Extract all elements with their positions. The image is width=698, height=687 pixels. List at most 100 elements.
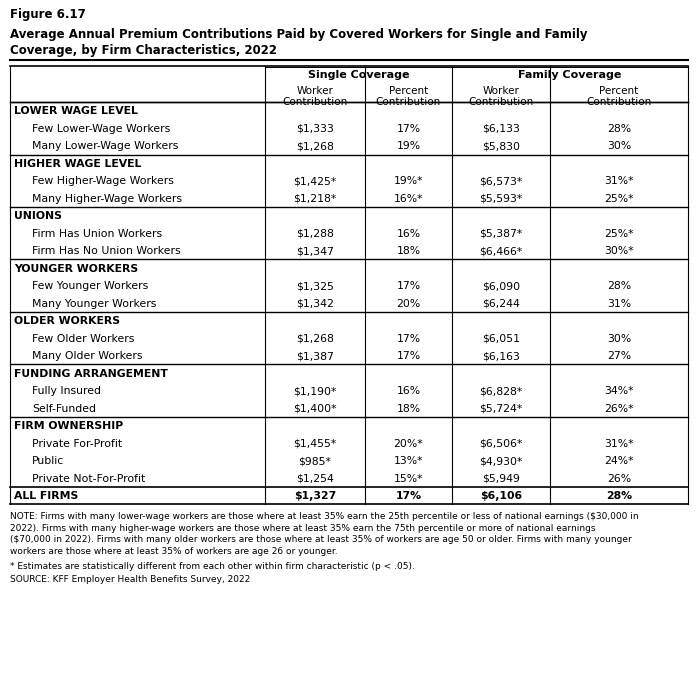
Text: ($70,000 in 2022). Firms with many older workers are those where at least 35% of: ($70,000 in 2022). Firms with many older… [10,535,632,545]
Text: 17%: 17% [396,351,421,361]
Text: $1,190*: $1,190* [293,386,336,396]
Text: $4,930*: $4,930* [480,456,523,466]
Text: $5,724*: $5,724* [480,403,523,414]
Text: Many Younger Workers: Many Younger Workers [32,299,156,308]
Text: 17%: 17% [396,281,421,291]
Text: $6,133: $6,133 [482,124,520,133]
Text: 27%: 27% [607,351,631,361]
Text: 24%*: 24%* [604,456,634,466]
Text: Self-Funded: Self-Funded [32,403,96,414]
Text: Percent
Contribution: Percent Contribution [586,85,652,107]
Text: $1,425*: $1,425* [293,176,336,186]
Text: Worker
Contribution: Worker Contribution [468,85,534,107]
Text: $6,090: $6,090 [482,281,520,291]
Text: 26%: 26% [607,473,631,484]
Text: $1,333: $1,333 [296,124,334,133]
Text: $1,218*: $1,218* [293,194,336,203]
Text: Firm Has No Union Workers: Firm Has No Union Workers [32,246,181,256]
Text: Few Lower-Wage Workers: Few Lower-Wage Workers [32,124,170,133]
Text: workers are those where at least 35% of workers are age 26 or younger.: workers are those where at least 35% of … [10,547,338,556]
Text: 19%: 19% [396,141,421,151]
Text: $1,455*: $1,455* [293,438,336,449]
Text: HIGHER WAGE LEVEL: HIGHER WAGE LEVEL [14,159,142,168]
Text: 16%*: 16%* [394,194,423,203]
Text: $1,288: $1,288 [296,229,334,238]
Text: 2022). Firms with many higher-wage workers are those where at least 35% earn the: 2022). Firms with many higher-wage worke… [10,524,595,533]
Text: $5,830: $5,830 [482,141,520,151]
Text: $1,327: $1,327 [294,491,336,501]
Text: 17%: 17% [396,124,421,133]
Text: Worker
Contribution: Worker Contribution [283,85,348,107]
Text: Percent
Contribution: Percent Contribution [376,85,441,107]
Text: $6,244: $6,244 [482,299,520,308]
Text: $6,466*: $6,466* [480,246,523,256]
Text: 17%: 17% [396,491,422,501]
Text: 28%: 28% [606,491,632,501]
Text: Family Coverage: Family Coverage [519,70,622,80]
Text: Firm Has Union Workers: Firm Has Union Workers [32,229,162,238]
Text: $1,387: $1,387 [296,351,334,361]
Text: $6,506*: $6,506* [480,438,523,449]
Text: $5,949: $5,949 [482,473,520,484]
Text: $1,325: $1,325 [296,281,334,291]
Text: $1,400*: $1,400* [293,403,336,414]
Text: $985*: $985* [299,456,332,466]
Text: Fully Insured: Fully Insured [32,386,101,396]
Text: 13%*: 13%* [394,456,423,466]
Text: $1,254: $1,254 [296,473,334,484]
Text: $6,051: $6,051 [482,334,520,344]
Text: $5,593*: $5,593* [480,194,523,203]
Text: 15%*: 15%* [394,473,423,484]
Text: 30%*: 30%* [604,246,634,256]
Text: 18%: 18% [396,246,421,256]
Text: SOURCE: KFF Employer Health Benefits Survey, 2022: SOURCE: KFF Employer Health Benefits Sur… [10,576,251,585]
Text: * Estimates are statistically different from each other within firm characterist: * Estimates are statistically different … [10,563,415,572]
Text: FIRM OWNERSHIP: FIRM OWNERSHIP [14,421,124,431]
Text: UNIONS: UNIONS [14,211,62,221]
Text: $1,268: $1,268 [296,141,334,151]
Text: Private Not-For-Profit: Private Not-For-Profit [32,473,145,484]
Text: 28%: 28% [607,124,631,133]
Text: 18%: 18% [396,403,421,414]
Text: Few Younger Workers: Few Younger Workers [32,281,148,291]
Text: 26%*: 26%* [604,403,634,414]
Text: FUNDING ARRANGEMENT: FUNDING ARRANGEMENT [14,369,168,379]
Text: $1,342: $1,342 [296,299,334,308]
Text: Figure 6.17: Figure 6.17 [10,8,86,21]
Text: 31%*: 31%* [604,438,634,449]
Text: $5,387*: $5,387* [480,229,523,238]
Text: Public: Public [32,456,64,466]
Text: Many Older Workers: Many Older Workers [32,351,142,361]
Text: 28%: 28% [607,281,631,291]
Text: 31%*: 31%* [604,176,634,186]
Text: 34%*: 34%* [604,386,634,396]
Text: Many Higher-Wage Workers: Many Higher-Wage Workers [32,194,182,203]
Text: YOUNGER WORKERS: YOUNGER WORKERS [14,264,138,273]
Text: 25%*: 25%* [604,194,634,203]
Text: 19%*: 19%* [394,176,423,186]
Text: OLDER WORKERS: OLDER WORKERS [14,316,120,326]
Text: $6,828*: $6,828* [480,386,523,396]
Text: 16%: 16% [396,386,421,396]
Text: Single Coverage: Single Coverage [308,70,409,80]
Text: 30%: 30% [607,141,631,151]
Text: 31%: 31% [607,299,631,308]
Text: Many Lower-Wage Workers: Many Lower-Wage Workers [32,141,179,151]
Text: 30%: 30% [607,334,631,344]
Text: Few Older Workers: Few Older Workers [32,334,135,344]
Text: LOWER WAGE LEVEL: LOWER WAGE LEVEL [14,106,138,116]
Text: Average Annual Premium Contributions Paid by Covered Workers for Single and Fami: Average Annual Premium Contributions Pai… [10,28,588,41]
Text: Coverage, by Firm Characteristics, 2022: Coverage, by Firm Characteristics, 2022 [10,44,277,57]
Text: Few Higher-Wage Workers: Few Higher-Wage Workers [32,176,174,186]
Text: ALL FIRMS: ALL FIRMS [14,491,78,501]
Text: $6,163: $6,163 [482,351,520,361]
Text: 20%*: 20%* [394,438,423,449]
Text: 20%: 20% [396,299,421,308]
Text: 16%: 16% [396,229,421,238]
Text: Private For-Profit: Private For-Profit [32,438,122,449]
Text: 25%*: 25%* [604,229,634,238]
Text: NOTE: Firms with many lower-wage workers are those where at least 35% earn the 2: NOTE: Firms with many lower-wage workers… [10,513,639,521]
Text: $1,347: $1,347 [296,246,334,256]
Text: $6,106: $6,106 [480,491,522,501]
Text: $6,573*: $6,573* [480,176,523,186]
